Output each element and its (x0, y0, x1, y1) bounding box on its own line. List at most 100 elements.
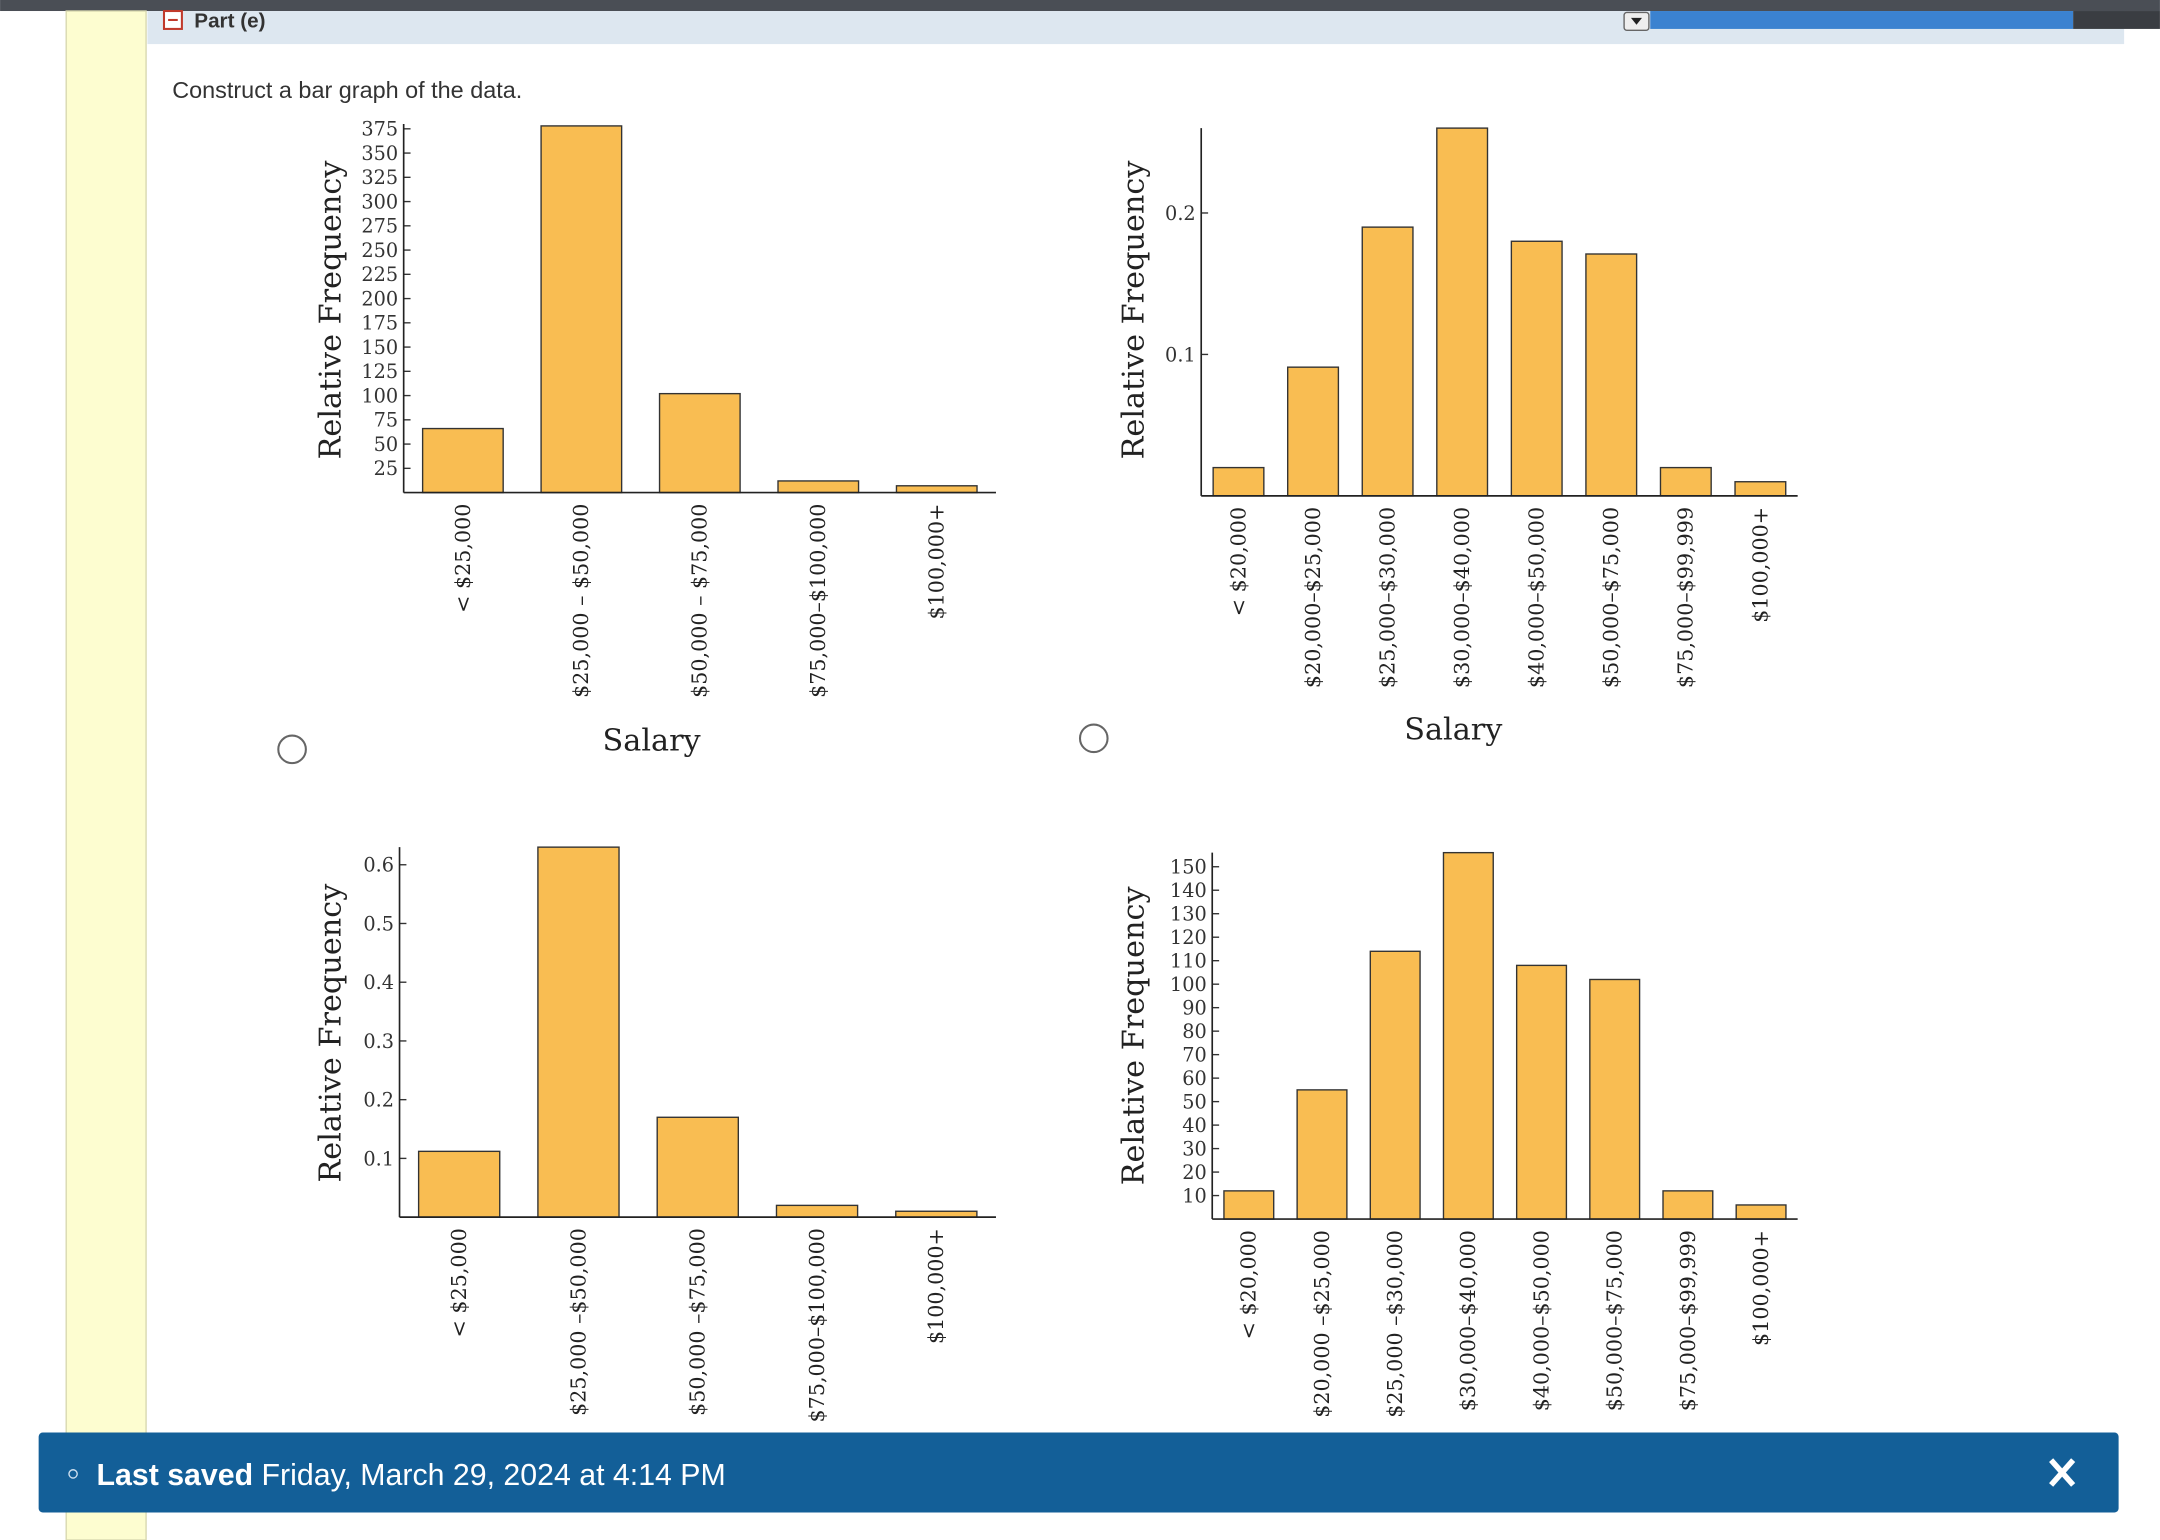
x-tick-label: $75,000–$100,000 (805, 1228, 829, 1422)
bar (1361, 226, 1414, 497)
bar (417, 1150, 501, 1218)
y-tick-label: 40 (1182, 1114, 1207, 1137)
y-tick-label: 150 (361, 336, 398, 359)
y-tick-label: 300 (361, 190, 398, 213)
x-tick-label: < $20,000 (1237, 1230, 1261, 1339)
y-tick-label: 50 (1182, 1091, 1207, 1114)
status-text: Last saved Friday, March 29, 2024 at 4:1… (96, 1459, 725, 1492)
y-tick-label: 350 (361, 142, 398, 165)
x-axis-label: Salary (1404, 713, 1503, 748)
bar (540, 125, 623, 494)
y-tick-label: 175 (361, 312, 398, 335)
x-tick-label: $30,000–$40,000 (1456, 1230, 1480, 1411)
x-tick-label: $50,000–$75,000 (1603, 1230, 1627, 1411)
bar (1662, 1190, 1714, 1220)
y-tick-label: 200 (361, 287, 398, 310)
x-tick-label: $30,000–$40,000 (1450, 507, 1474, 688)
x-tick-label: $100,000+ (925, 504, 949, 620)
y-tick-label: 25 (374, 457, 399, 480)
bar (1223, 1190, 1275, 1220)
bar (1287, 366, 1340, 497)
progress-end (2073, 11, 2160, 29)
y-tick-label: 150 (1170, 856, 1207, 879)
y-tick-label: 130 (1170, 903, 1207, 926)
y-axis-label: Relative Frequency (313, 883, 348, 1183)
instruction: Construct a bar graph of the data. (172, 77, 522, 103)
y-tick-label: 100 (1170, 973, 1207, 996)
y-tick-label: 0.6 (363, 854, 394, 877)
bar (1734, 481, 1787, 497)
x-tick-label: $50,000 – $75,000 (688, 504, 712, 698)
bar (1585, 253, 1638, 497)
x-tick-label: $100,000+ (1748, 507, 1772, 623)
y-tick-label: 275 (361, 215, 398, 238)
radio-option[interactable] (277, 734, 307, 765)
y-tick-label: 120 (1170, 926, 1207, 949)
top-bar (0, 0, 2160, 12)
x-tick-label: $50,000–$75,000 (1599, 507, 1623, 688)
bar (775, 1204, 859, 1218)
bar (777, 480, 860, 494)
x-axis-label: Salary (603, 724, 702, 759)
y-tick-label: 110 (1170, 950, 1207, 973)
x-tick-label: $25,000 – $50,000 (569, 504, 593, 698)
bar (1436, 127, 1489, 497)
y-tick-label: 0.1 (363, 1147, 394, 1170)
x-tick-label: $25,000 –$30,000 (1383, 1230, 1407, 1418)
status-time: Friday, March 29, 2024 at 4:14 PM (262, 1459, 726, 1492)
x-tick-label: $75,000–$100,000 (806, 504, 830, 698)
y-tick-label: 50 (374, 433, 399, 456)
y-tick-label: 80 (1182, 1020, 1207, 1043)
x-tick-label: $20,000 –$25,000 (1310, 1230, 1334, 1418)
side-strip (65, 10, 147, 1540)
y-tick-label: 125 (361, 360, 398, 383)
x-tick-label: $40,000–$50,000 (1529, 1230, 1553, 1411)
x-tick-label: $20,000–$25,000 (1301, 507, 1325, 688)
bar (1510, 240, 1563, 497)
charts: 2550751001251501752002252502753003253503… (313, 118, 1798, 1422)
bar (1735, 1204, 1787, 1220)
bar (1589, 978, 1641, 1220)
y-tick-label: 325 (361, 166, 398, 189)
close-button[interactable] (2049, 1458, 2076, 1487)
x-tick-label: $50,000 –$75,000 (686, 1228, 710, 1416)
x-tick-label: $100,000+ (924, 1228, 948, 1344)
x-tick-label: < $20,000 (1226, 507, 1250, 616)
y-tick-label: 0.5 (363, 912, 394, 935)
dropdown-icon (1630, 17, 1643, 25)
y-axis-label: Relative Frequency (1116, 886, 1151, 1186)
y-tick-label: 0.4 (363, 971, 394, 994)
y-tick-label: 20 (1182, 1161, 1207, 1184)
status-dot (68, 1469, 78, 1479)
progress-bar (1650, 11, 2074, 29)
bar (656, 1116, 740, 1218)
status-bar (38, 1432, 2119, 1513)
y-tick-label: 10 (1182, 1184, 1207, 1207)
bar (1515, 964, 1568, 1220)
bar (1369, 950, 1421, 1220)
y-tick-label: 0.1 (1165, 343, 1196, 366)
x-tick-label: < $25,000 (447, 1228, 471, 1337)
y-tick-label: 30 (1182, 1137, 1207, 1160)
y-tick-label: 75 (374, 409, 399, 432)
bar (658, 392, 741, 494)
bar (1296, 1089, 1348, 1220)
bar (1212, 466, 1265, 497)
y-tick-label: 0.3 (363, 1030, 394, 1053)
bar (421, 427, 504, 494)
part-label: Part (e) (194, 10, 265, 33)
radio-option[interactable] (1078, 723, 1109, 754)
close-icon (2049, 1458, 2076, 1487)
x-tick-label: $100,000+ (1749, 1230, 1773, 1346)
x-tick-label: $25,000–$30,000 (1375, 507, 1399, 688)
y-tick-label: 100 (361, 384, 398, 407)
bar (895, 485, 978, 494)
y-tick-label: 90 (1182, 997, 1207, 1020)
x-tick-label: $75,000–$99,999 (1676, 1230, 1700, 1411)
y-axis-label: Relative Frequency (313, 160, 348, 460)
bar (895, 1210, 978, 1218)
x-tick-label: < $25,000 (451, 504, 475, 613)
x-tick-label: $40,000–$50,000 (1525, 507, 1549, 688)
